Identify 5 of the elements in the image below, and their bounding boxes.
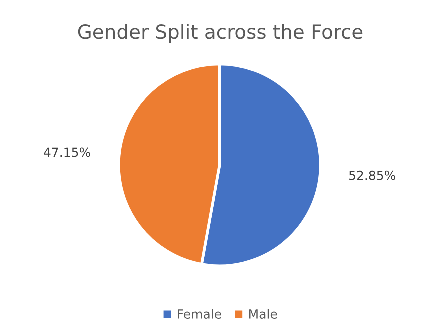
legend-label: Male [250, 309, 278, 319]
data-label: 52.85% [350, 170, 396, 180]
legend-label: Female [178, 309, 222, 319]
chart-title: Gender Split across the Force [78, 24, 363, 44]
data-label: 47.15% [44, 148, 90, 158]
